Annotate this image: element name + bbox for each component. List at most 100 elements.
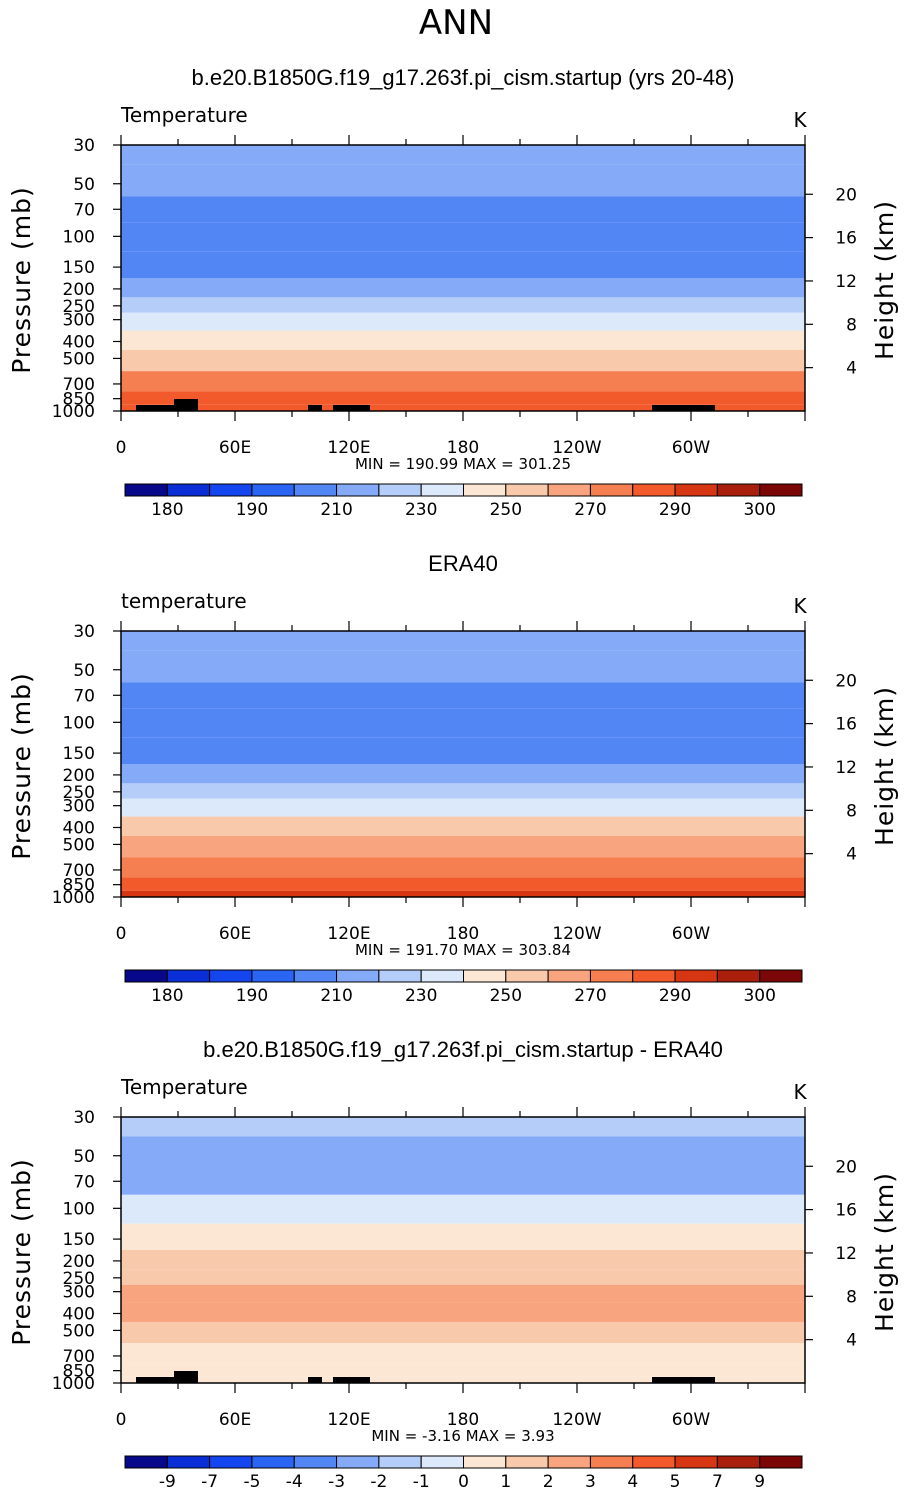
colorbar-box [505, 969, 549, 983]
longitude-tick-label: 180 [447, 924, 479, 944]
variable-label: Temperature [120, 1075, 248, 1099]
longitude-tick-label: 180 [447, 1410, 479, 1430]
colorbar-box [759, 1455, 803, 1469]
colorbar-box [420, 1455, 464, 1469]
pressure-tick-label: 1000 [52, 1374, 95, 1394]
contour-band [121, 1321, 805, 1344]
pressure-tick-label: 200 [63, 766, 95, 786]
pressure-tick-label: 70 [73, 686, 95, 706]
min-max-line: MIN = 191.70 MAX = 303.84 [355, 941, 571, 959]
units-label: K [793, 108, 807, 132]
units-label: K [793, 1080, 807, 1104]
contour-band [121, 1194, 805, 1224]
contour-band [121, 1223, 805, 1250]
colorbar-label: 4 [627, 1472, 638, 1492]
colorbar-box [505, 1455, 549, 1469]
contour-band [121, 349, 805, 372]
height-tick-label: 8 [846, 315, 857, 335]
colorbar-box [124, 969, 168, 983]
pressure-tick-label: 850 [63, 390, 95, 410]
colorbar: 180 190 210 230 250 270 290 300 [124, 969, 803, 1006]
pressure-tick-label: 200 [63, 280, 95, 300]
pressure-tick-label: 250 [63, 1269, 95, 1289]
land-mask [136, 1377, 184, 1383]
longitude-tick-label: 60W [672, 924, 711, 944]
longitude-tick-label: 60E [219, 438, 251, 458]
contour-band [121, 783, 805, 799]
pressure-tick-label: 250 [63, 297, 95, 317]
max-value: 301.25 [514, 455, 571, 473]
longitude-tick-label: 60E [219, 1410, 251, 1430]
height-tick-label: 12 [835, 1244, 857, 1264]
colorbar-label: 250 [490, 500, 522, 520]
height-tick-label: 16 [835, 715, 857, 735]
pressure-tick-label: 150 [63, 1230, 95, 1250]
contour-band [121, 682, 805, 709]
min-max-line: MIN = 190.99 MAX = 301.25 [355, 455, 571, 473]
longitude-tick-label: 60W [672, 1410, 711, 1430]
longitude-tick-label: 0 [116, 924, 127, 944]
colorbar-label: 270 [574, 500, 606, 520]
contour-band [121, 404, 805, 411]
land-mask [174, 399, 198, 411]
colorbar-box [209, 969, 253, 983]
height-tick-label: 4 [846, 845, 857, 865]
pressure-tick-label: 250 [63, 783, 95, 803]
colorbar-label: 180 [151, 500, 183, 520]
pressure-tick-label: 300 [63, 1283, 95, 1303]
height-tick-label: 20 [835, 185, 857, 205]
panel-title: b.e20.B1850G.f19_g17.263f.pi_cism.startu… [203, 1037, 723, 1062]
contour-band [121, 145, 805, 165]
pressure-axis-label: Pressure (mb) [7, 186, 36, 373]
contour-band [121, 835, 805, 858]
pressure-tick-label: 100 [63, 1199, 95, 1219]
contour-bands [121, 631, 805, 897]
min-label: MIN = [355, 941, 401, 959]
pressure-tick-label: 850 [63, 876, 95, 896]
variable-label: temperature [121, 589, 247, 613]
colorbar-box [124, 1455, 168, 1469]
pressure-tick-label: 400 [63, 1304, 95, 1324]
pressure-tick-label: 700 [63, 861, 95, 881]
colorbar-box [589, 1455, 634, 1469]
longitude-tick-label: 60W [672, 438, 711, 458]
colorbar-label: -3 [328, 1472, 345, 1492]
colorbar-box [209, 483, 253, 497]
colorbar-label: 210 [320, 500, 352, 520]
pressure-tick-label: 400 [63, 818, 95, 838]
contour-band [121, 371, 805, 392]
pressure-tick-label: 150 [63, 258, 95, 278]
contour-band [121, 708, 805, 738]
colorbar-label: 290 [659, 500, 691, 520]
contour-band [121, 312, 805, 331]
contour-band [121, 764, 805, 784]
colorbar-label: -1 [413, 1472, 430, 1492]
colorbar-label: 300 [743, 986, 775, 1006]
pressure-tick-label: 300 [63, 797, 95, 817]
colorbar-box [759, 483, 803, 497]
colorbar-box [420, 969, 464, 983]
colorbar-box [251, 969, 295, 983]
pressure-tick-label: 30 [73, 136, 95, 156]
land-mask [308, 1377, 322, 1383]
contour-band [121, 1284, 805, 1303]
pressure-tick-label: 150 [63, 744, 95, 764]
longitude-tick-label: 0 [116, 438, 127, 458]
colorbar-label: -9 [159, 1472, 176, 1492]
pressure-tick-label: 50 [73, 661, 95, 681]
pressure-tick-label: 1000 [52, 888, 95, 908]
colorbar-box [674, 969, 718, 983]
min-label: MIN = [355, 455, 401, 473]
contour-band [121, 890, 805, 897]
colorbar-box [420, 483, 464, 497]
min-max-line: MIN = -3.16 MAX = 3.93 [371, 1427, 554, 1445]
colorbar-label: 7 [712, 1472, 723, 1492]
colorbar-box [293, 1455, 338, 1469]
height-tick-label: 8 [846, 1287, 857, 1307]
pressure-tick-label: 400 [63, 332, 95, 352]
contour-band [121, 1269, 805, 1285]
colorbar-box [674, 1455, 718, 1469]
colorbar-box [378, 1455, 422, 1469]
height-axis-label: Height (km) [870, 1172, 899, 1332]
colorbar-box [378, 483, 422, 497]
